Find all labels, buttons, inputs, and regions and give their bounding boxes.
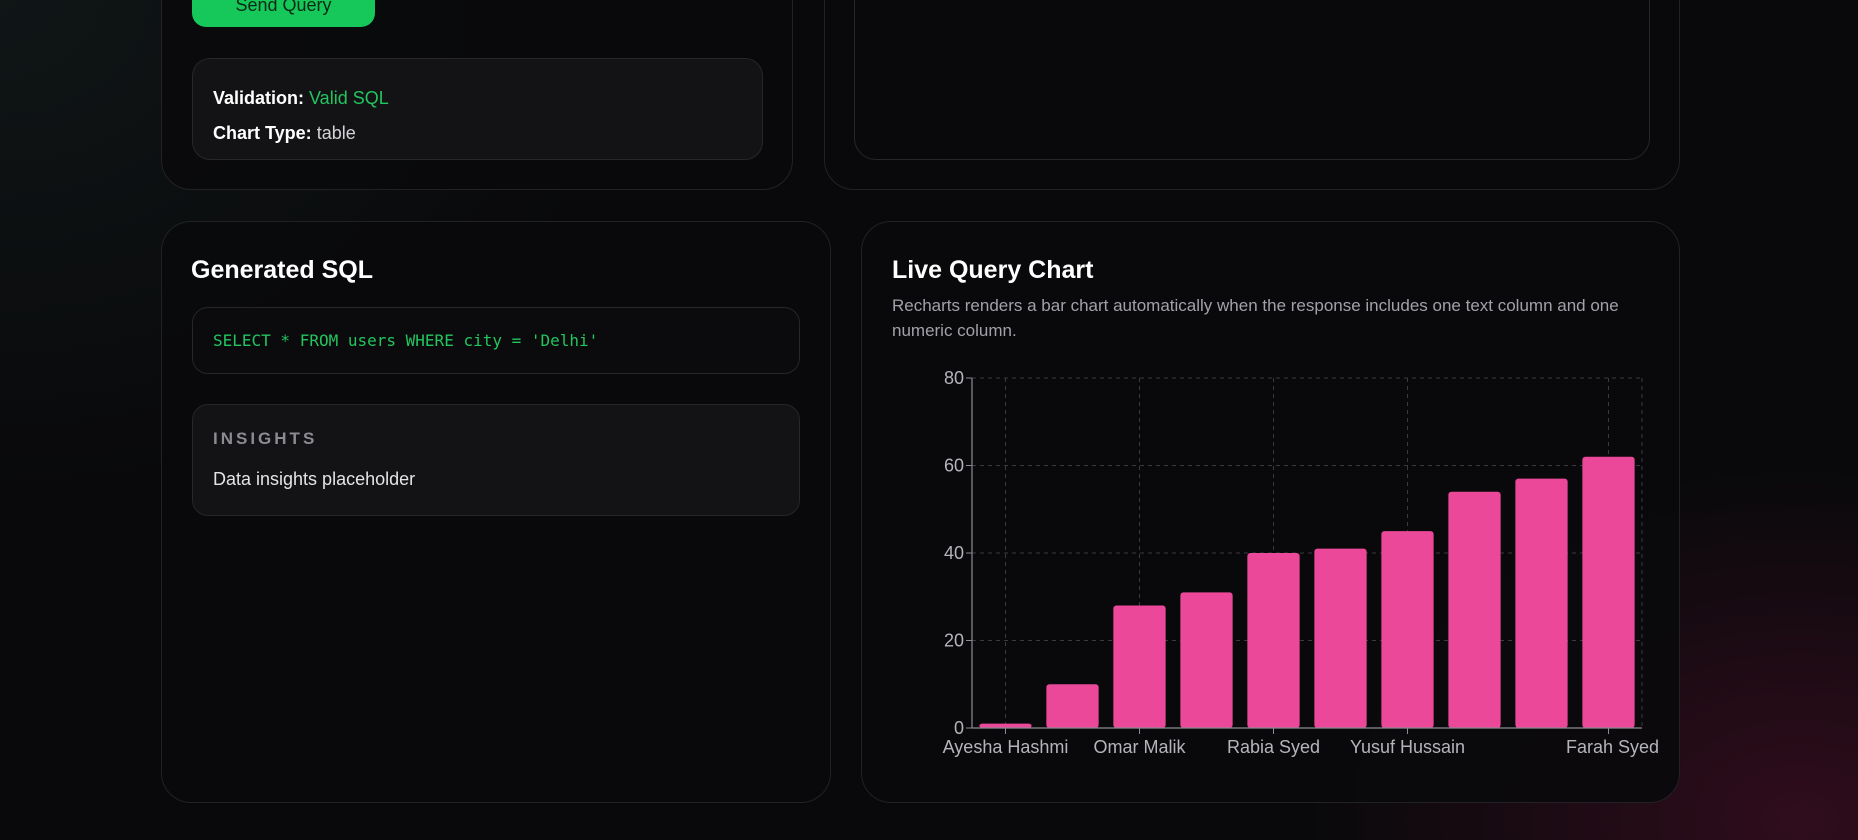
live-chart-description: Recharts renders a bar chart automatical… <box>892 296 1619 340</box>
bar <box>1046 684 1099 728</box>
y-tick-label: 60 <box>944 456 964 476</box>
y-tick-label: 80 <box>944 368 964 388</box>
sql-code-block[interactable]: SELECT * FROM users WHERE city = 'Delhi' <box>192 307 800 374</box>
validation-info-box: Validation: Valid SQL Chart Type: table <box>192 58 763 160</box>
bar <box>979 723 1032 728</box>
x-tick-label: Omar Malik <box>1093 737 1186 757</box>
bar <box>1515 478 1568 728</box>
chart-type-label: Chart Type: <box>213 123 312 143</box>
validation-value: Valid SQL <box>309 88 389 108</box>
sql-code: SELECT * FROM users WHERE city = 'Delhi' <box>213 331 599 350</box>
results-panel <box>854 0 1650 160</box>
y-tick-label: 0 <box>954 718 964 738</box>
bar <box>1381 531 1434 728</box>
validation-line: Validation: Valid SQL <box>213 81 742 116</box>
y-tick-label: 40 <box>944 543 964 563</box>
bar <box>1113 605 1166 728</box>
live-chart-title: Live Query Chart <box>892 256 1094 284</box>
validation-label: Validation: <box>213 88 305 108</box>
insights-title: INSIGHTS <box>213 429 318 448</box>
y-tick-label: 20 <box>944 631 964 651</box>
x-tick-label: Ayesha Hashmi <box>943 737 1069 757</box>
bar <box>1314 548 1367 728</box>
bar <box>1448 491 1501 728</box>
chart-type-value: table <box>316 123 356 143</box>
bar <box>1180 592 1233 728</box>
bar <box>1582 456 1635 728</box>
generated-sql-title: Generated SQL <box>191 256 373 284</box>
chart-type-line: Chart Type: table <box>213 116 742 151</box>
bar-chart: 0 20 40 60 80 Ayesha Hashmi Omar Malik Rabia Sy… <box>943 368 1659 757</box>
insights-box: INSIGHTS Data insights placeholder <box>192 404 800 516</box>
x-tick-label: Yusuf Hussain <box>1350 737 1465 757</box>
x-tick-label: Farah Syed <box>1566 737 1659 757</box>
send-query-button[interactable]: Send Query <box>192 0 375 27</box>
x-tick-label: Rabia Syed <box>1227 737 1320 757</box>
insights-text: Data insights placeholder <box>213 469 416 489</box>
bar <box>1247 553 1300 728</box>
